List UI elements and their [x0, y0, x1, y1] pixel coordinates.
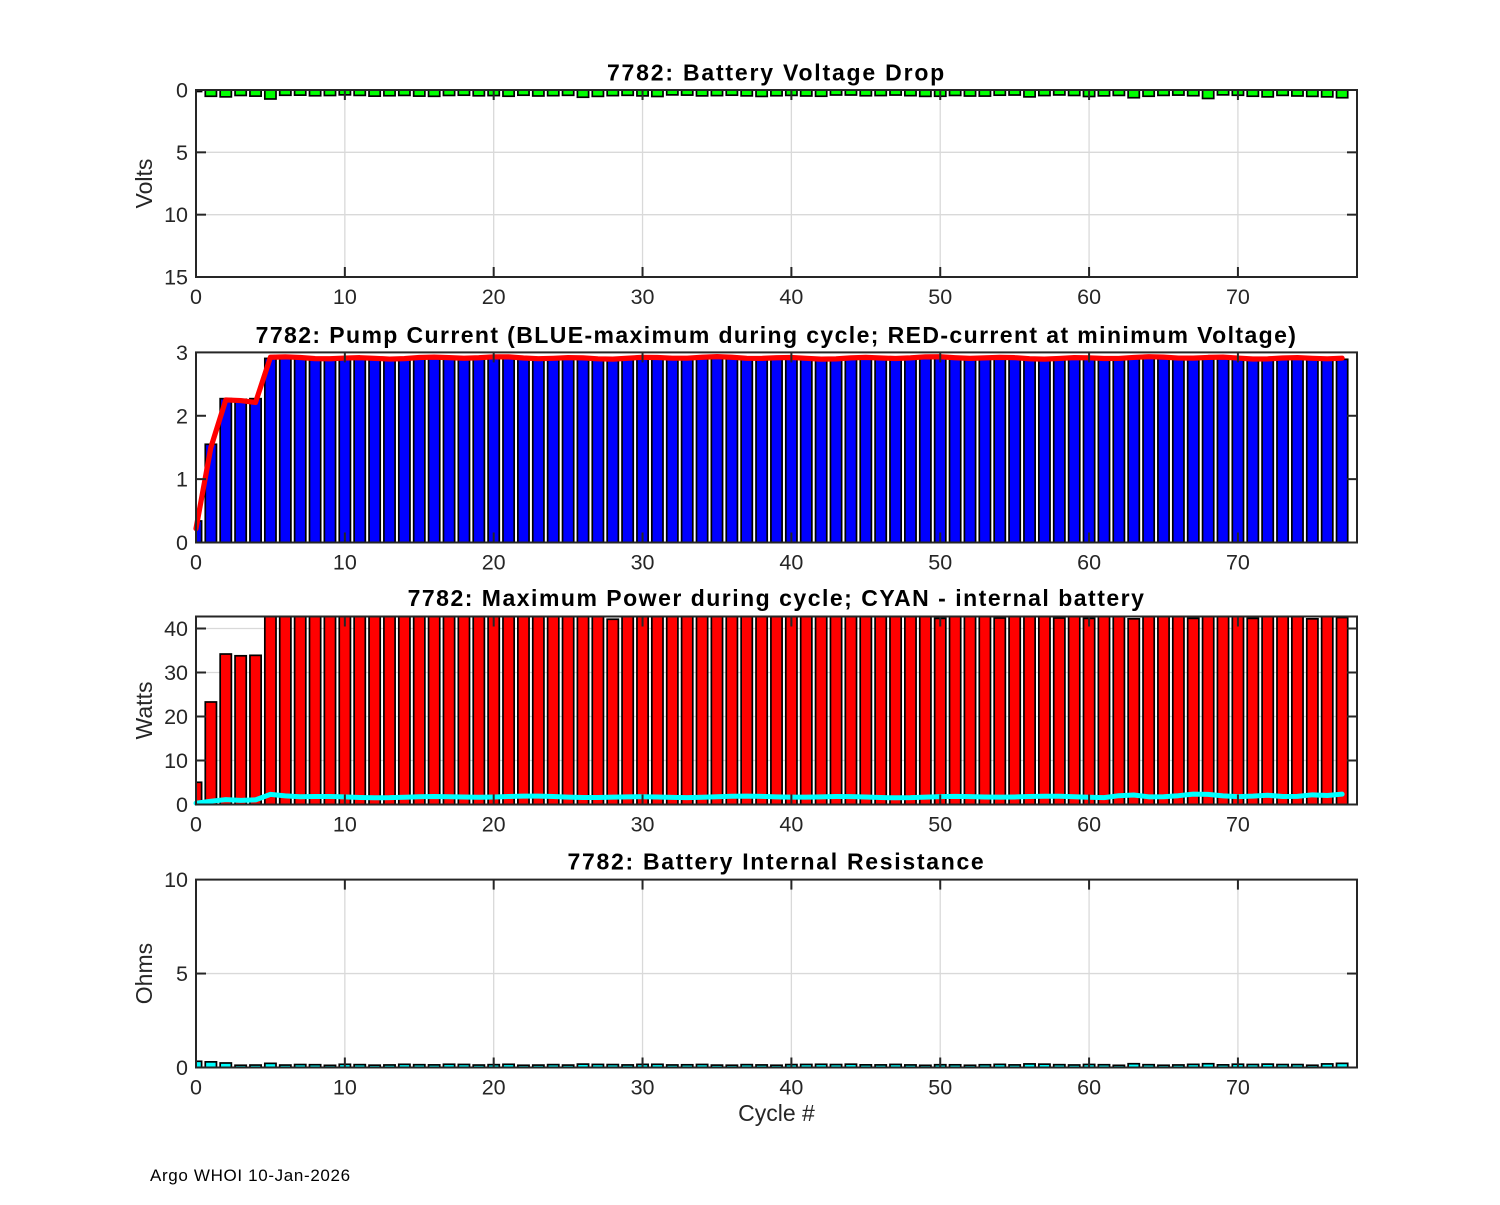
- svg-text:60: 60: [1077, 551, 1101, 575]
- svg-text:50: 50: [928, 813, 952, 837]
- svg-text:40: 40: [164, 617, 188, 641]
- svg-text:60: 60: [1077, 1076, 1101, 1100]
- svg-text:10: 10: [333, 551, 357, 575]
- svg-text:10: 10: [164, 749, 188, 773]
- svg-text:40: 40: [779, 285, 803, 309]
- svg-text:50: 50: [928, 1076, 952, 1100]
- svg-text:Argo WHOI 10-Jan-2026: Argo WHOI 10-Jan-2026: [150, 1166, 351, 1185]
- svg-text:0: 0: [190, 285, 202, 309]
- svg-text:7782: Battery Internal Resista: 7782: Battery Internal Resistance: [568, 849, 986, 875]
- svg-text:50: 50: [928, 551, 952, 575]
- svg-text:5: 5: [176, 141, 188, 165]
- svg-text:60: 60: [1077, 285, 1101, 309]
- svg-text:40: 40: [779, 551, 803, 575]
- svg-text:3: 3: [176, 341, 188, 365]
- svg-text:0: 0: [176, 79, 188, 103]
- svg-text:0: 0: [176, 1056, 188, 1080]
- svg-text:Watts: Watts: [131, 682, 157, 740]
- svg-text:70: 70: [1226, 285, 1250, 309]
- svg-text:7782: Battery Voltage Drop: 7782: Battery Voltage Drop: [607, 60, 946, 86]
- svg-text:70: 70: [1226, 551, 1250, 575]
- svg-text:30: 30: [164, 661, 188, 685]
- svg-text:1: 1: [176, 468, 188, 492]
- svg-text:7782: Pump Current (BLUE-maxim: 7782: Pump Current (BLUE-maximum during …: [256, 322, 1298, 348]
- svg-text:Cycle #: Cycle #: [738, 1100, 815, 1126]
- svg-text:7782: Maximum Power during cyc: 7782: Maximum Power during cycle; CYAN -…: [408, 585, 1146, 611]
- svg-text:30: 30: [631, 813, 655, 837]
- svg-text:0: 0: [176, 793, 188, 817]
- svg-text:70: 70: [1226, 813, 1250, 837]
- svg-text:20: 20: [482, 551, 506, 575]
- svg-text:10: 10: [333, 813, 357, 837]
- svg-text:15: 15: [164, 266, 188, 290]
- svg-text:20: 20: [482, 813, 506, 837]
- svg-text:Volts: Volts: [131, 159, 157, 209]
- svg-text:30: 30: [631, 551, 655, 575]
- svg-text:Ohms: Ohms: [131, 943, 157, 1004]
- svg-text:60: 60: [1077, 813, 1101, 837]
- svg-text:40: 40: [779, 813, 803, 837]
- svg-text:50: 50: [928, 285, 952, 309]
- svg-text:10: 10: [164, 203, 188, 227]
- svg-text:0: 0: [176, 531, 188, 555]
- svg-text:0: 0: [190, 813, 202, 837]
- svg-text:20: 20: [164, 705, 188, 729]
- svg-text:0: 0: [190, 551, 202, 575]
- svg-text:10: 10: [333, 1076, 357, 1100]
- svg-text:10: 10: [333, 285, 357, 309]
- svg-text:30: 30: [631, 1076, 655, 1100]
- svg-text:2: 2: [176, 404, 188, 428]
- svg-text:5: 5: [176, 962, 188, 986]
- svg-text:30: 30: [631, 285, 655, 309]
- svg-text:0: 0: [190, 1076, 202, 1100]
- svg-text:20: 20: [482, 1076, 506, 1100]
- svg-text:20: 20: [482, 285, 506, 309]
- svg-text:10: 10: [164, 868, 188, 892]
- svg-text:70: 70: [1226, 1076, 1250, 1100]
- svg-text:40: 40: [779, 1076, 803, 1100]
